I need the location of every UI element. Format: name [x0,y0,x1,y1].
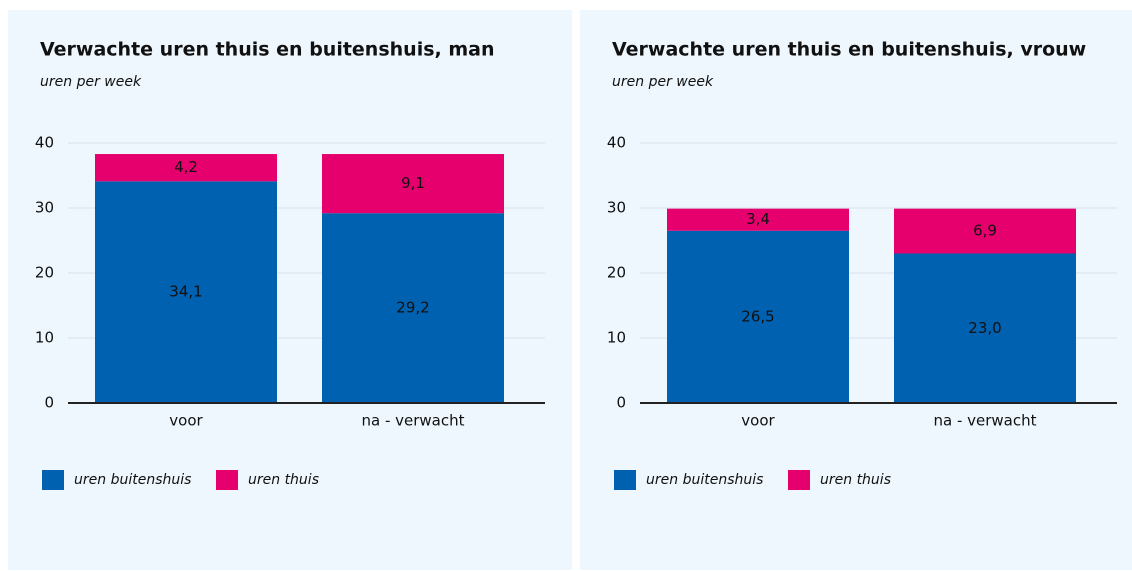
bar-segment [894,253,1076,403]
y-tick-label: 10 [607,329,626,347]
data-label: 3,4 [746,210,770,228]
y-tick-label: 10 [35,329,54,347]
y-tick-label: 40 [35,134,54,152]
bar-segment [95,154,277,182]
legend-swatch [42,470,64,490]
bar-segment [95,181,277,403]
y-tick-label: 0 [616,394,626,412]
bar-segment [894,208,1076,254]
bar-segment [322,213,504,403]
data-label: 34,1 [169,283,202,301]
data-label: 9,1 [401,174,425,192]
x-tick-label: na - verwacht [361,412,464,430]
y-tick-label: 0 [44,394,54,412]
legend-swatch [788,470,810,490]
bar-segment [322,154,504,214]
data-label: 6,9 [973,222,997,240]
legend-label: uren buitenshuis [74,472,191,488]
legend-swatch [614,470,636,490]
bar-segment [667,230,849,403]
chart-subtitle: uren per week [612,74,714,90]
data-label: 23,0 [968,319,1001,337]
legend-label: uren thuis [248,472,319,488]
y-tick-label: 20 [35,264,54,282]
chart-title: Verwachte uren thuis en buitenshuis, vro… [612,39,1086,61]
x-tick-label: na - verwacht [933,412,1036,430]
chart-title: Verwachte uren thuis en buitenshuis, man [40,39,495,61]
legend-label: uren thuis [820,472,891,488]
x-tick-label: voor [741,412,775,430]
y-tick-label: 40 [607,134,626,152]
bar-segment [667,208,849,231]
y-tick-label: 30 [35,199,54,217]
legend-swatch [216,470,238,490]
data-label: 26,5 [741,307,774,325]
data-label: 29,2 [396,299,429,317]
chart-subtitle: uren per week [40,74,142,90]
y-tick-label: 20 [607,264,626,282]
x-tick-label: voor [169,412,203,430]
legend-label: uren buitenshuis [646,472,763,488]
data-label: 4,2 [174,158,198,176]
y-tick-label: 30 [607,199,626,217]
